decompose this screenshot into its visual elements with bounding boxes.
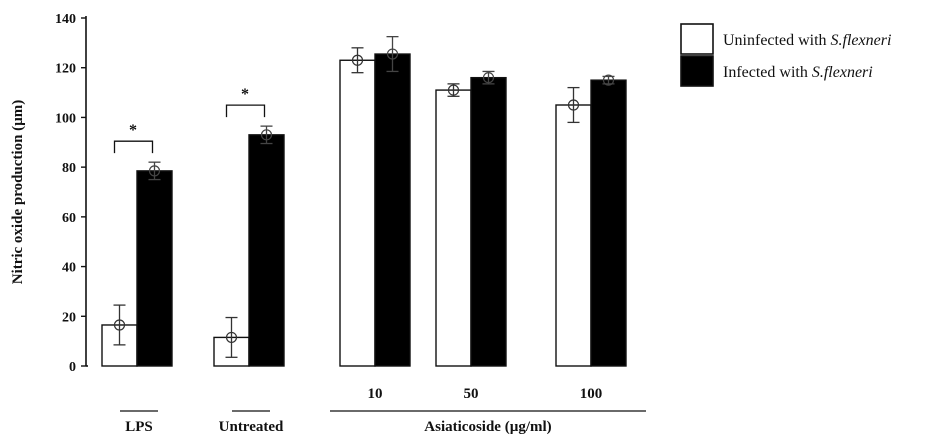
y-tick-label: 100: [55, 111, 76, 126]
bar-infected: [590, 79, 627, 367]
y-tick-label: 40: [62, 261, 76, 276]
bar-uninfected: [555, 104, 592, 367]
mean-marker: [148, 165, 161, 177]
significance-bracket: [113, 140, 154, 154]
significance-bracket: [225, 104, 266, 118]
legend-swatch: [680, 55, 714, 87]
legend-label: Infected with S.flexneri: [723, 64, 873, 81]
x-tick-label: 10: [368, 386, 383, 402]
mean-marker: [602, 74, 615, 86]
y-tick-label: 20: [62, 310, 76, 325]
plot-area: 0 20 40 60 80 100 120 140 * * 10 50 100 LPS Untreated A…: [55, 12, 646, 435]
group-label: Untreated: [219, 419, 284, 435]
y-tick-label: 80: [62, 161, 76, 176]
mean-marker: [351, 54, 364, 66]
y-tick-label: 60: [62, 211, 76, 226]
significance-marker: *: [241, 86, 249, 103]
group-label: LPS: [125, 419, 153, 435]
mean-marker: [113, 319, 126, 331]
mean-marker: [225, 331, 238, 344]
x-tick-label: 100: [580, 386, 603, 402]
bar-infected: [136, 170, 173, 367]
y-tick-label: 140: [55, 12, 76, 27]
mean-marker: [447, 84, 460, 96]
mean-marker: [386, 48, 399, 60]
bar-infected: [470, 76, 507, 367]
bar-infected: [374, 53, 411, 367]
bar-uninfected: [339, 59, 376, 367]
significance-marker: *: [129, 122, 137, 139]
legend-label: Uninfected with S.flexneri: [723, 32, 891, 49]
legend-swatch: [680, 23, 714, 55]
y-axis-title: Nitric oxide production (µm): [10, 100, 26, 285]
x-tick-label: 50: [464, 386, 479, 402]
y-tick-label: 120: [55, 62, 76, 77]
legend: Uninfected with S.flexneri Infected with …: [680, 23, 891, 87]
mean-marker: [482, 72, 495, 84]
group-label: Asiaticoside (µg/ml): [424, 419, 551, 435]
mean-marker: [567, 99, 580, 111]
bar-infected: [248, 134, 285, 367]
bar-uninfected: [435, 89, 472, 367]
mean-marker: [260, 129, 273, 141]
y-tick-label: 0: [69, 360, 76, 375]
